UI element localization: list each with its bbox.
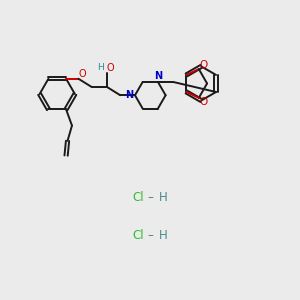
Text: –: – bbox=[147, 229, 153, 242]
Text: N: N bbox=[154, 70, 162, 80]
Text: Cl: Cl bbox=[133, 229, 144, 242]
Text: H: H bbox=[159, 190, 168, 204]
Text: H: H bbox=[97, 63, 104, 72]
Text: O: O bbox=[107, 63, 114, 73]
Text: N: N bbox=[125, 90, 133, 100]
Text: O: O bbox=[79, 69, 86, 79]
Text: O: O bbox=[200, 97, 208, 107]
Text: –: – bbox=[147, 190, 153, 204]
Text: O: O bbox=[200, 60, 208, 70]
Text: H: H bbox=[159, 229, 168, 242]
Text: Cl: Cl bbox=[133, 190, 144, 204]
